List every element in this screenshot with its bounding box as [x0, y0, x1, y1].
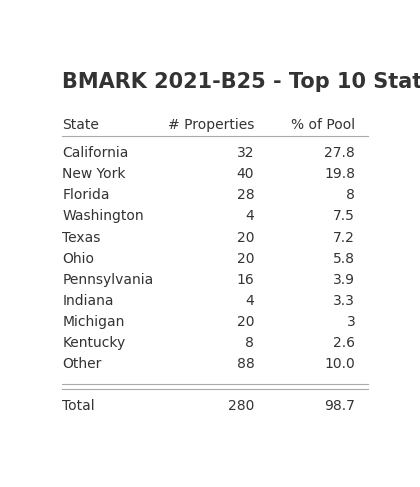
Text: 5.8: 5.8 [333, 252, 355, 266]
Text: # Properties: # Properties [168, 118, 255, 132]
Text: Ohio: Ohio [62, 252, 94, 266]
Text: Texas: Texas [62, 231, 101, 244]
Text: Indiana: Indiana [62, 294, 114, 308]
Text: Total: Total [62, 398, 95, 412]
Text: 20: 20 [237, 252, 255, 266]
Text: Other: Other [62, 357, 102, 371]
Text: New York: New York [62, 168, 126, 181]
Text: 40: 40 [237, 168, 255, 181]
Text: 19.8: 19.8 [324, 168, 355, 181]
Text: 16: 16 [236, 273, 255, 287]
Text: Michigan: Michigan [62, 315, 125, 329]
Text: 7.2: 7.2 [333, 231, 355, 244]
Text: Kentucky: Kentucky [62, 336, 126, 350]
Text: 3: 3 [346, 315, 355, 329]
Text: 8: 8 [245, 336, 255, 350]
Text: 8: 8 [346, 188, 355, 203]
Text: 98.7: 98.7 [324, 398, 355, 412]
Text: 4: 4 [246, 294, 255, 308]
Text: 7.5: 7.5 [333, 209, 355, 224]
Text: 3.9: 3.9 [333, 273, 355, 287]
Text: 10.0: 10.0 [325, 357, 355, 371]
Text: State: State [62, 118, 99, 132]
Text: 27.8: 27.8 [325, 146, 355, 160]
Text: 4: 4 [246, 209, 255, 224]
Text: BMARK 2021-B25 - Top 10 States: BMARK 2021-B25 - Top 10 States [62, 72, 420, 92]
Text: Florida: Florida [62, 188, 110, 203]
Text: % of Pool: % of Pool [291, 118, 355, 132]
Text: 280: 280 [228, 398, 255, 412]
Text: Washington: Washington [62, 209, 144, 224]
Text: 2.6: 2.6 [333, 336, 355, 350]
Text: 3.3: 3.3 [333, 294, 355, 308]
Text: 88: 88 [236, 357, 255, 371]
Text: 32: 32 [237, 146, 255, 160]
Text: Pennsylvania: Pennsylvania [62, 273, 154, 287]
Text: 28: 28 [237, 188, 255, 203]
Text: 20: 20 [237, 231, 255, 244]
Text: California: California [62, 146, 129, 160]
Text: 20: 20 [237, 315, 255, 329]
